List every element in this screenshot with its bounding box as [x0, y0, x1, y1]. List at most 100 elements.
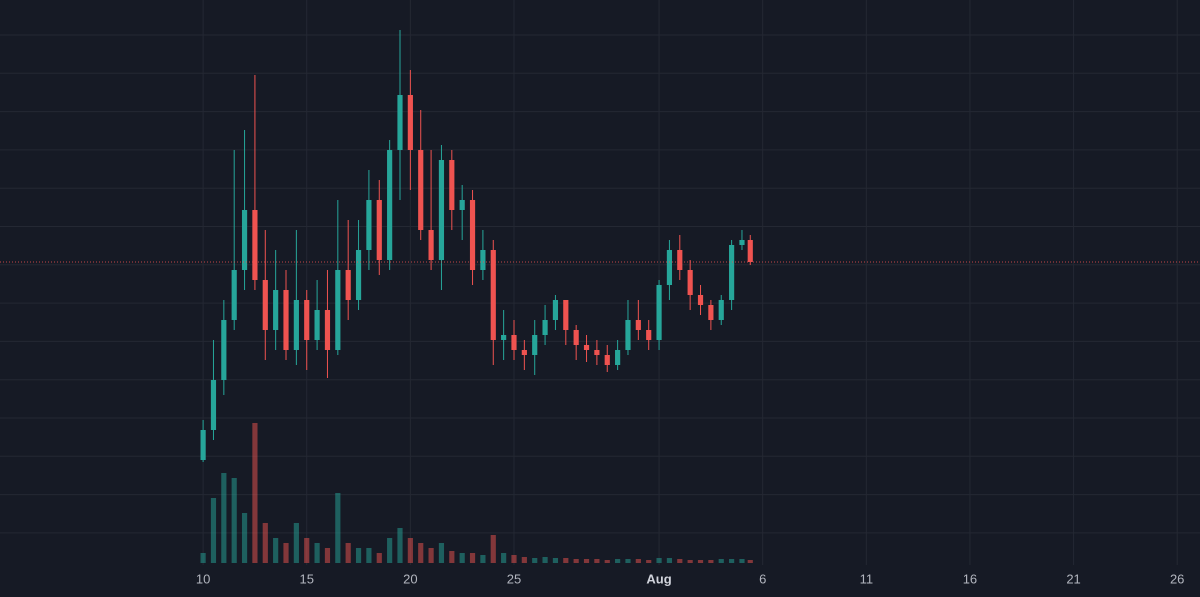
candle-body [241, 210, 248, 270]
candle-body [501, 335, 507, 340]
candle-body [615, 350, 621, 365]
volume-bar [231, 478, 237, 563]
volume-bar [697, 560, 704, 563]
candle-body [697, 295, 704, 305]
x-tick-label: 15 [300, 571, 314, 586]
candle-body [231, 270, 237, 320]
volume-bar [418, 543, 424, 563]
x-tick-label: 21 [1066, 571, 1080, 586]
volume-bar [469, 553, 476, 563]
candle-body [747, 240, 753, 262]
volume-bar [241, 513, 248, 563]
volume-bar [304, 538, 310, 563]
volume-bar [542, 557, 548, 563]
volume-bar [625, 559, 631, 563]
volume-bar [532, 558, 538, 563]
volume-bar [604, 560, 610, 563]
volume-bar [345, 543, 351, 563]
candle-body [252, 210, 258, 280]
candle-body [366, 200, 372, 250]
volume-bar [221, 473, 227, 563]
candle-body [542, 320, 548, 335]
candle-body [376, 200, 382, 260]
candle-body [552, 300, 559, 320]
volume-bar [366, 548, 372, 563]
candle-body [563, 300, 569, 330]
volume-bar [407, 538, 413, 563]
candle-body [718, 300, 724, 320]
volume-bar [501, 553, 507, 563]
candle-body [656, 285, 662, 340]
candle-body [304, 300, 310, 340]
candle-body [594, 350, 600, 355]
candle-body [511, 335, 517, 350]
candle-body [459, 200, 465, 210]
volume-bar [210, 498, 217, 563]
volume-bar [376, 553, 382, 563]
volume-bar [355, 548, 362, 563]
candle-body [729, 245, 735, 300]
candle-body [646, 330, 652, 340]
volume-bar [687, 560, 693, 563]
candle-body [687, 270, 693, 295]
volume-bar [459, 553, 465, 563]
volume-bar [718, 559, 724, 563]
candle-body [469, 200, 476, 270]
candle-body [428, 230, 434, 260]
candle-body [490, 250, 496, 340]
volume-bar [262, 523, 268, 563]
x-tick-label: 11 [860, 571, 874, 586]
volume-bar [283, 543, 289, 563]
candle-body [418, 150, 424, 230]
volume-bar [521, 557, 527, 563]
candle-body [283, 290, 289, 350]
volume-bar [490, 535, 496, 563]
candle-body [480, 250, 486, 270]
x-tick-label: 26 [1170, 571, 1184, 586]
candle-body [532, 335, 538, 355]
candle-body [438, 160, 445, 260]
volume-bar [646, 560, 652, 563]
candle-body [677, 250, 683, 270]
candle-body [407, 95, 413, 150]
candle-body [739, 240, 745, 245]
candle-body [666, 250, 673, 285]
volume-bar [480, 555, 486, 563]
volume-bar [511, 555, 517, 563]
volume-bar [739, 559, 745, 563]
volume-bar [324, 548, 331, 563]
candle-body [314, 310, 320, 340]
volume-bar [200, 553, 206, 563]
volume-bar [708, 560, 714, 563]
x-tick-label: 16 [963, 571, 977, 586]
candle-body [355, 250, 362, 300]
volume-bar [335, 493, 341, 563]
candle-body [221, 320, 227, 380]
volume-bar [314, 543, 320, 563]
volume-bar [656, 558, 662, 563]
volume-bar [273, 538, 279, 563]
candle-body [625, 320, 631, 350]
volume-bar [552, 558, 559, 563]
volume-bar [615, 559, 621, 563]
candle-body [335, 270, 341, 350]
volume-bar [729, 559, 735, 563]
x-tick-label: 25 [507, 571, 521, 586]
volume-bar [293, 523, 299, 563]
candle-body [708, 305, 714, 320]
volume-bar [438, 543, 445, 563]
volume-bar [428, 548, 434, 563]
horizontal-grid [0, 34, 1200, 534]
volume-bar [563, 558, 569, 563]
candle-body [345, 270, 351, 300]
candle-body [573, 330, 579, 345]
volume-bar [583, 559, 590, 563]
volume-bar [594, 559, 600, 563]
candle-body [273, 290, 279, 330]
volume-bar [387, 538, 393, 563]
candle-body [387, 150, 393, 260]
candle-body [324, 310, 331, 350]
x-tick-label: 6 [759, 571, 766, 586]
